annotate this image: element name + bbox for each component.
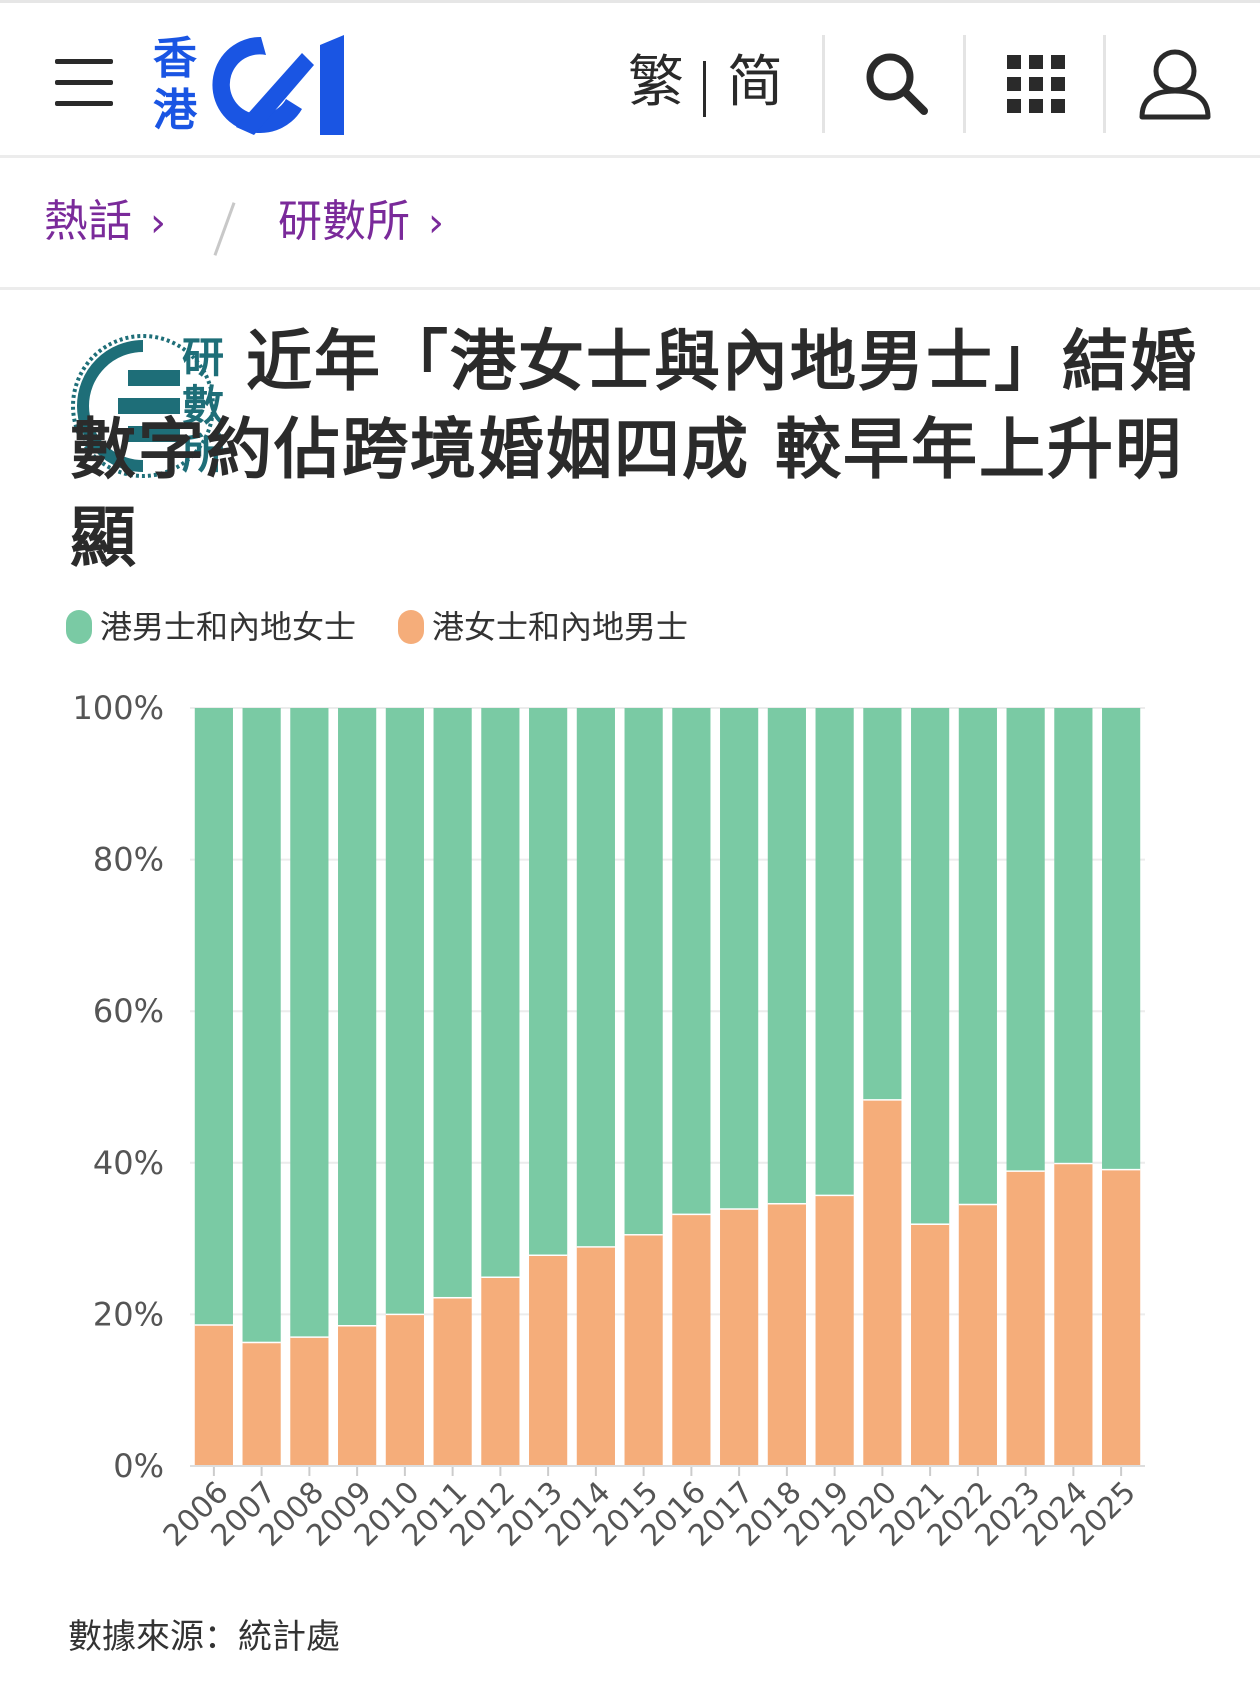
bar-segment-hk-women-2014[interactable] [576, 1246, 615, 1466]
top-navigation-bar: 香 港 繁 简 [0, 0, 1260, 158]
bar-segment-hk-women-2018[interactable] [767, 1202, 806, 1466]
y-tick-label: 100% [73, 689, 164, 727]
bar-segment-hk-women-2022[interactable] [958, 1203, 997, 1466]
header-divider [963, 35, 966, 133]
bar-segment-hk-women-2008[interactable] [290, 1336, 329, 1466]
bar-segment-hk-women-2009[interactable] [338, 1325, 377, 1466]
bar-segment-hk-men-2010[interactable] [385, 708, 424, 1314]
bar-segment-hk-men-2008[interactable] [290, 708, 329, 1337]
bar-segment-hk-men-2025[interactable] [1102, 708, 1141, 1169]
source-label: 數據來源： [68, 1617, 238, 1657]
y-tick-label: 80% [93, 841, 164, 879]
badge-char: 研 [181, 333, 224, 382]
logo-char-top: 香 [153, 33, 197, 84]
bar-segment-hk-women-2019[interactable] [815, 1194, 854, 1466]
breadcrumb-separator [213, 202, 236, 256]
bar-segment-hk-women-2013[interactable] [529, 1254, 568, 1466]
bar-segment-hk-women-2016[interactable] [672, 1213, 711, 1466]
bar-segment-hk-women-2023[interactable] [1006, 1170, 1045, 1466]
bar-segment-hk-women-2020[interactable] [863, 1099, 902, 1466]
legend-swatch-orange [398, 610, 424, 644]
legend-item-hk-women[interactable]: 港女士和內地男士 [398, 602, 688, 652]
lang-divider [703, 61, 706, 117]
legend-label: 港男士和內地女士 [100, 608, 357, 646]
hk01-logo[interactable]: 香 港 [150, 31, 360, 139]
bar-segment-hk-men-2009[interactable] [338, 708, 377, 1326]
breadcrumb: 熱話 › 研數所 › [0, 158, 1260, 290]
header-divider [1103, 35, 1106, 133]
data-source: 數據來源：統計處 [68, 1612, 340, 1662]
legend-item-hk-men[interactable]: 港男士和內地女士 [66, 602, 356, 652]
badge-char: 所 [181, 429, 224, 478]
search-icon[interactable] [862, 49, 932, 123]
bar-segment-hk-women-2012[interactable] [481, 1276, 520, 1467]
bar-segment-hk-men-2020[interactable] [863, 708, 902, 1100]
bar-segment-hk-men-2024[interactable] [1054, 708, 1093, 1163]
bar-segment-hk-women-2007[interactable] [242, 1341, 281, 1466]
bar-segment-hk-men-2017[interactable] [720, 708, 759, 1209]
bar-segment-hk-men-2014[interactable] [576, 708, 615, 1247]
bar-segment-hk-women-2015[interactable] [624, 1234, 663, 1466]
bar-segment-hk-women-2021[interactable] [911, 1223, 950, 1466]
bar-segment-hk-men-2013[interactable] [529, 708, 568, 1255]
apps-grid-icon[interactable] [1007, 55, 1067, 119]
source-value: 統計處 [238, 1617, 340, 1657]
bar-segment-hk-men-2007[interactable] [242, 708, 281, 1342]
breadcrumb-label: 研數所 [278, 196, 410, 247]
bar-segment-hk-men-2006[interactable] [194, 708, 233, 1325]
bar-segment-hk-men-2011[interactable] [433, 708, 472, 1297]
legend-swatch-green [66, 610, 92, 644]
bar-segment-hk-women-2025[interactable] [1102, 1168, 1141, 1466]
bar-segment-hk-men-2021[interactable] [911, 708, 950, 1224]
header-divider [822, 35, 825, 133]
research-column-badge: 研 數 所 [68, 326, 228, 486]
logo-01-mark [212, 35, 344, 135]
bar-segment-hk-men-2012[interactable] [481, 708, 520, 1277]
user-account-icon[interactable] [1138, 47, 1212, 125]
legend-label: 港女士和內地男士 [432, 608, 689, 646]
badge-text: 研 數 所 [178, 334, 228, 478]
bar-segment-hk-men-2023[interactable] [1006, 708, 1045, 1171]
research-badge-icon [71, 334, 215, 478]
bar-segment-hk-men-2022[interactable] [958, 708, 997, 1204]
chevron-right-icon: › [150, 200, 166, 246]
stacked-bar-chart: 0%20%40%60%80%100%2006200720082009201020… [73, 689, 1145, 1554]
bar-segment-hk-men-2019[interactable] [815, 708, 854, 1195]
y-tick-label: 40% [93, 1144, 164, 1182]
bar-segment-hk-men-2015[interactable] [624, 708, 663, 1235]
badge-char: 數 [181, 381, 224, 430]
y-tick-label: 60% [93, 992, 164, 1030]
chevron-right-icon: › [428, 200, 444, 246]
bar-segment-hk-men-2016[interactable] [672, 708, 711, 1214]
breadcrumb-item-research[interactable]: 研數所 › [278, 192, 444, 253]
breadcrumb-label: 熱話 [44, 196, 132, 247]
bar-segment-hk-women-2024[interactable] [1054, 1162, 1093, 1466]
breadcrumb-item-hot-topics[interactable]: 熱話 › [44, 192, 166, 253]
y-tick-label: 0% [113, 1447, 164, 1485]
y-tick-label: 20% [93, 1295, 164, 1333]
lang-traditional-button[interactable]: 繁 [628, 50, 684, 115]
hamburger-menu-icon[interactable] [55, 59, 113, 107]
lang-simplified-button[interactable]: 简 [727, 50, 783, 115]
logo-char-bottom: 港 [153, 85, 197, 136]
bar-segment-hk-men-2018[interactable] [767, 708, 806, 1203]
article-title: 近年「港女士與內地男士」結婚數字約佔跨境婚姻四成 較早年上升明顯 [70, 323, 1198, 576]
bar-segment-hk-women-2011[interactable] [433, 1296, 472, 1466]
bar-segment-hk-women-2010[interactable] [385, 1313, 424, 1466]
bar-segment-hk-women-2017[interactable] [720, 1208, 759, 1466]
bar-segment-hk-women-2006[interactable] [194, 1324, 233, 1466]
